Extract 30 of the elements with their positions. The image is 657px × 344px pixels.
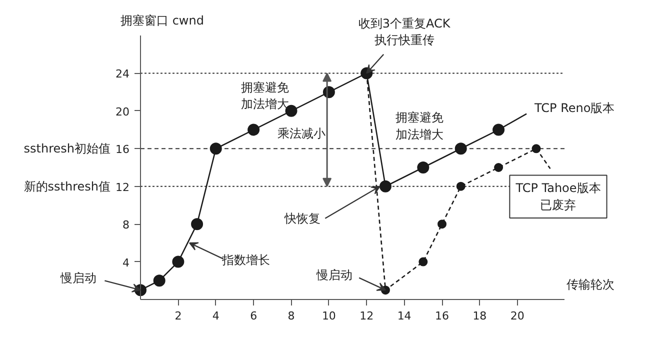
x-tick-label: 2 xyxy=(174,310,182,322)
x-tick-label: 20 xyxy=(510,310,524,322)
x-tick-label: 8 xyxy=(288,310,295,322)
annotation: 慢启动 xyxy=(59,270,96,285)
y-tick-label: 16 xyxy=(116,143,130,156)
y-tick-label: 8 xyxy=(122,218,130,232)
x-tick-label: 12 xyxy=(360,310,374,322)
legend-label: TCP Tahoe版本已废弃 xyxy=(514,181,601,212)
annotation: 乘法减小 xyxy=(278,126,326,141)
annotation: 拥塞避免加法增大 xyxy=(240,80,289,112)
text: TCP Reno版本 xyxy=(534,100,615,115)
x-tick-label: 16 xyxy=(435,310,450,322)
y-axis-title: 拥塞窗口 cwnd xyxy=(120,14,204,28)
x-axis-title: 传输轮次 xyxy=(566,278,614,292)
annotation: 收到3个重复ACK执行快重传 xyxy=(358,16,452,48)
y-tick-label: 20 xyxy=(116,105,130,118)
annotation: 快恢复 xyxy=(284,211,321,226)
x-tick-label: 14 xyxy=(397,310,412,322)
y-tick-label: 12 xyxy=(116,180,130,194)
x-tick-label: 10 xyxy=(322,310,336,322)
ref-line-label: ssthresh初始值 xyxy=(24,142,111,156)
annotation: 拥塞避免加法增大 xyxy=(395,110,444,142)
x-tick-label: 18 xyxy=(472,310,487,322)
annotation: 慢启动 xyxy=(316,268,353,282)
annotation: 指数增长 xyxy=(221,252,270,267)
y-tick-label: 4 xyxy=(122,256,130,270)
y-tick-label: 24 xyxy=(116,68,130,81)
ref-line-label: 新的ssthresh值 xyxy=(24,179,111,194)
x-tick-label: 4 xyxy=(212,310,220,322)
x-tick-label: 6 xyxy=(250,310,258,322)
